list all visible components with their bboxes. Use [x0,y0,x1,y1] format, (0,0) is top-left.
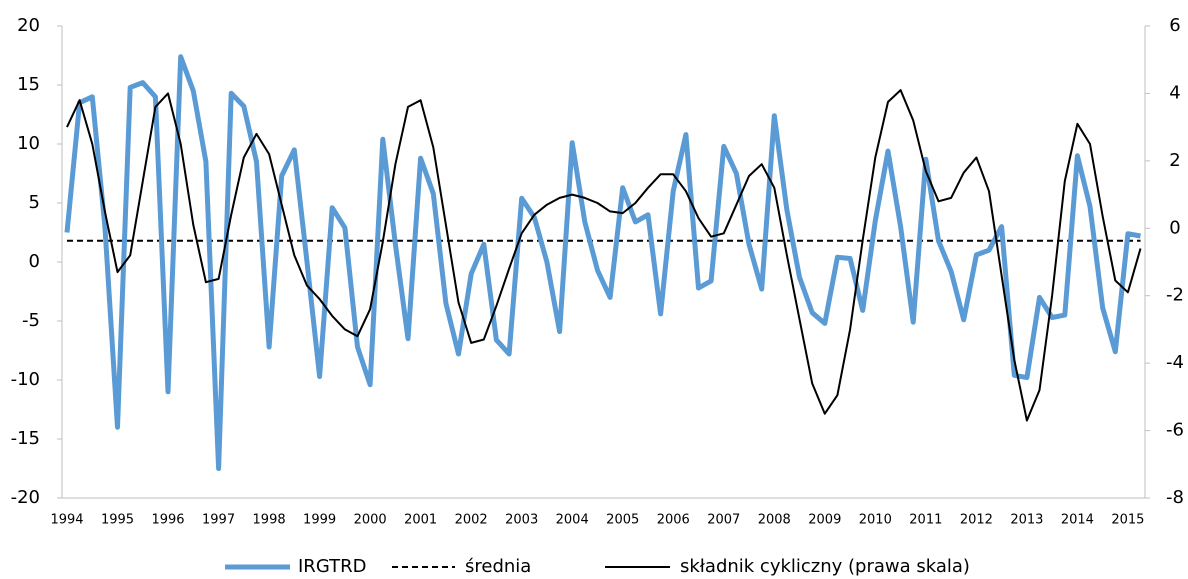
y2-tick-label: 6 [1169,15,1180,36]
y-tick-label: 0 [29,251,40,272]
x-tick-label: 2015 [1111,513,1144,528]
y2-tick-label: -6 [1166,420,1184,441]
x-tick-label: 1999 [303,513,336,528]
y-tick-label: -15 [11,428,40,449]
legend-label: składnik cykliczny (prawa skala) [680,556,970,577]
x-tick-label: 1995 [101,513,134,528]
x-tick-label: 2012 [960,513,993,528]
x-tick-label: 2009 [808,513,841,528]
x-tick-label: 2007 [707,513,740,528]
x-tick-label: 2008 [758,513,791,528]
y-tick-label: 15 [17,74,40,95]
y2-tick-label: 0 [1169,217,1180,238]
series-line [66,89,1142,422]
y2-tick-label: 2 [1169,150,1180,171]
x-tick-label: 2010 [859,513,892,528]
y2-tick-label: -2 [1166,285,1184,306]
y-tick-label: -5 [22,310,40,331]
x-tick-label: 1996 [151,513,184,528]
y2-tick-label: 4 [1169,82,1180,103]
series-line [64,54,1141,471]
x-tick-label: 2013 [1010,513,1043,528]
y-tick-label: 5 [29,192,40,213]
y-tick-label: -20 [11,487,40,508]
x-tick-label: 2002 [455,513,488,528]
x-tick-label: 2000 [354,513,387,528]
x-tick-label: 2001 [404,513,437,528]
y-tick-label: 10 [17,133,40,154]
legend-label: średnia [465,556,531,577]
x-tick-label: 2011 [909,513,942,528]
x-tick-label: 2014 [1061,513,1094,528]
y-tick-label: -10 [11,369,40,390]
x-tick-label: 2005 [606,513,639,528]
x-tick-label: 2006 [657,513,690,528]
x-tick-label: 1997 [202,513,235,528]
x-tick-label: 1994 [50,513,83,528]
x-tick-label: 2003 [505,513,538,528]
x-tick-label: 2004 [556,513,589,528]
legend-label: IRGTRD [298,556,366,577]
x-tick-label: 1998 [253,513,286,528]
y2-tick-label: -4 [1166,352,1184,373]
y2-tick-label: -8 [1166,487,1184,508]
y-tick-label: 20 [17,15,40,36]
